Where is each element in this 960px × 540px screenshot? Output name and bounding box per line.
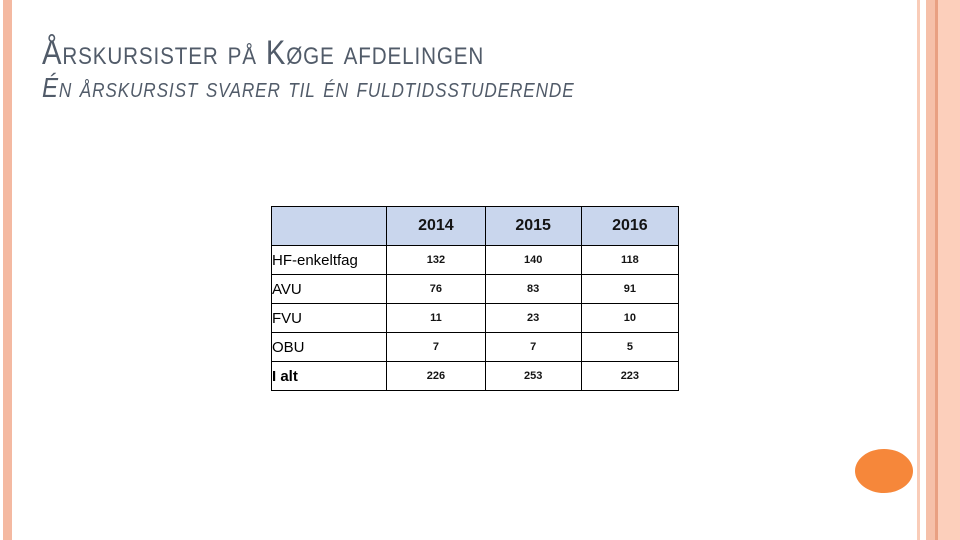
value-cell: 132 (386, 245, 486, 275)
year-header: 2014 (386, 206, 486, 246)
value-cell: 83 (484, 274, 582, 304)
value-cell: 23 (484, 303, 582, 333)
value-cell: 91 (580, 274, 680, 304)
year-header: 2015 (484, 206, 582, 246)
slide-subtitle: Én årskursist svarer til én fuldtidsstud… (42, 72, 575, 103)
slide-heading: Årskursister på Køge afdelingen Én årsku… (42, 34, 575, 104)
table-row-total: I alt 226 253 223 (270, 361, 680, 391)
row-label: I alt (270, 361, 388, 391)
value-cell: 223 (580, 361, 680, 391)
year-header: 2016 (580, 206, 680, 246)
right-accent-stripe-wide (938, 0, 960, 540)
row-label: AVU (270, 274, 388, 304)
value-cell: 140 (484, 245, 582, 275)
value-cell: 226 (386, 361, 486, 391)
row-label: HF-enkeltfag (270, 245, 388, 275)
table-row: OBU 7 7 5 (270, 332, 680, 362)
value-cell: 118 (580, 245, 680, 275)
right-accent-stripe-dark (935, 0, 938, 540)
value-cell: 7 (386, 332, 486, 362)
table-corner-cell (270, 206, 388, 246)
value-cell: 253 (484, 361, 582, 391)
value-cell: 76 (386, 274, 486, 304)
left-accent-stripe (3, 0, 12, 540)
table-row: FVU 11 23 10 (270, 303, 680, 333)
data-table: 2014 2015 2016 HF-enkeltfag 132 140 118 … (270, 206, 680, 391)
value-cell: 10 (580, 303, 680, 333)
table-row: HF-enkeltfag 132 140 118 (270, 245, 680, 275)
table-row: AVU 76 83 91 (270, 274, 680, 304)
table-header-row: 2014 2015 2016 (270, 206, 680, 246)
row-label: OBU (270, 332, 388, 362)
right-accent-stripe-thin (917, 0, 920, 540)
value-cell: 7 (484, 332, 582, 362)
decorative-ellipse (855, 449, 913, 493)
value-cell: 5 (580, 332, 680, 362)
row-label: FVU (270, 303, 388, 333)
right-accent-stripe-main (926, 0, 935, 540)
slide-title: Årskursister på Køge afdelingen (42, 34, 485, 72)
value-cell: 11 (386, 303, 486, 333)
